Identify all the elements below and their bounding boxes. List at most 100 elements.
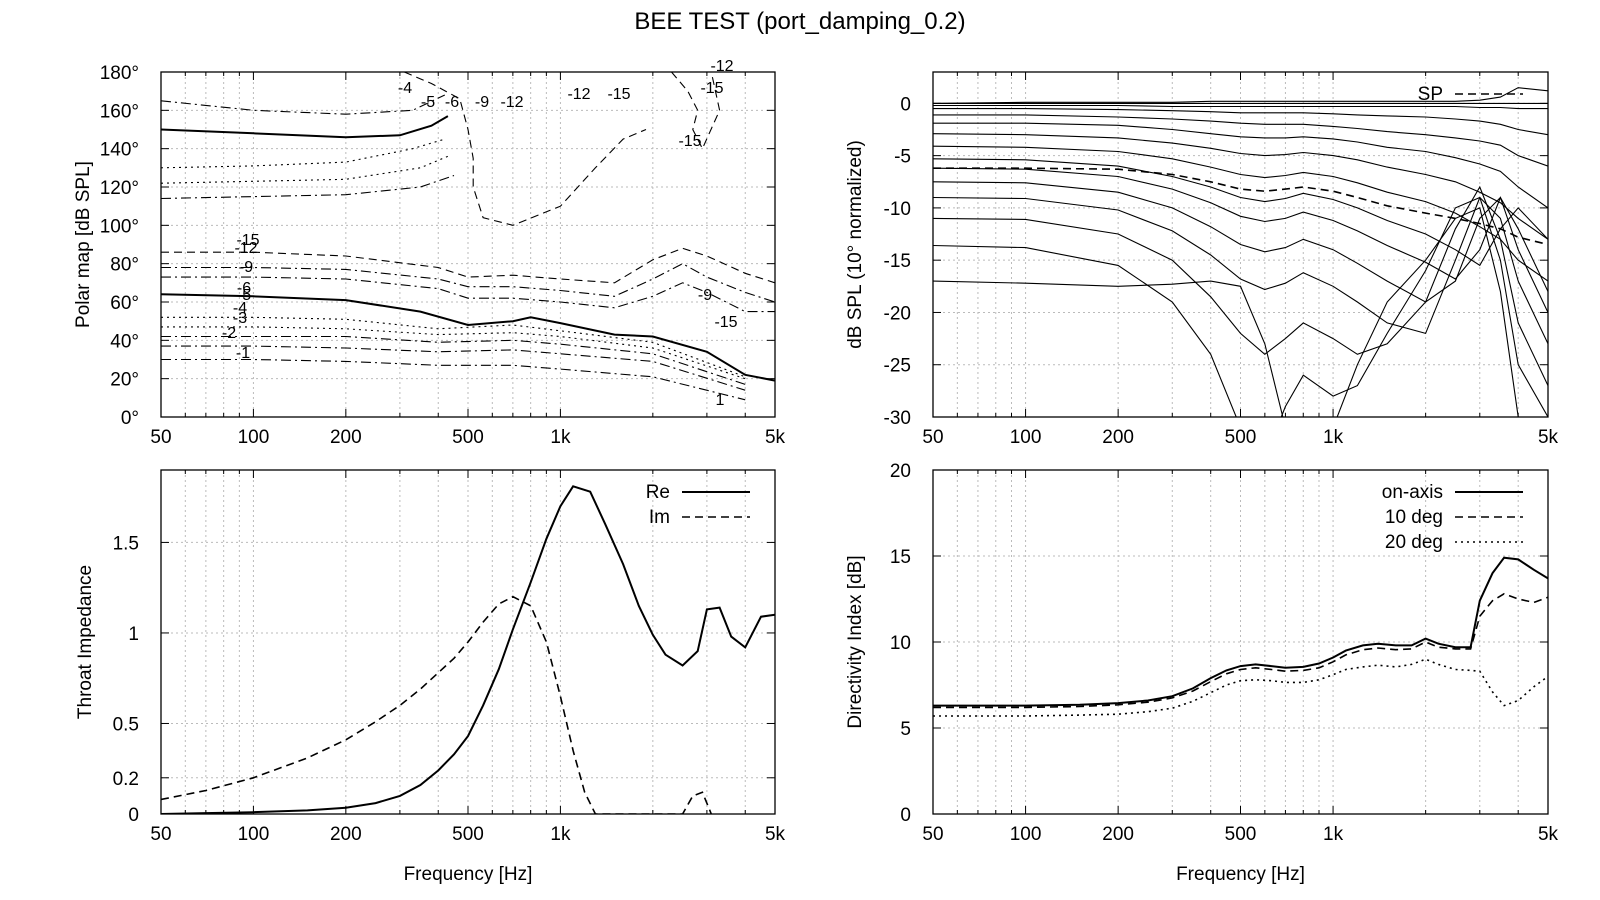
- contour-label: -4: [398, 80, 412, 97]
- series-line-30-deg: [933, 108, 1548, 136]
- y-tick-label: 20°: [110, 370, 139, 391]
- y-tick-label: 160°: [100, 101, 139, 122]
- contour-label: -4: [233, 300, 247, 317]
- x-tick-label: 100: [1010, 824, 1042, 845]
- series-line-20-deg: [933, 658, 1548, 717]
- figure-title: BEE TEST (port_damping_0.2): [634, 8, 966, 35]
- spl-y-axis-label: dB SPL (10° normalized): [845, 140, 866, 349]
- x-tick-label: 50: [150, 824, 171, 845]
- y-tick-label: 0: [128, 805, 139, 826]
- x-tick-label: 200: [1102, 427, 1134, 448]
- y-tick-label: 60°: [110, 293, 139, 314]
- panel-impedance: 50 100 200 500 1k 5k 0 0.2 0.5 1 1.5 Throat Impedan…: [75, 469, 786, 885]
- series-line-0-deg: [933, 87, 1548, 104]
- series-line-80-deg: [933, 158, 1548, 267]
- contour-label: -15: [607, 86, 630, 103]
- y-tick-label: 0: [900, 805, 911, 826]
- contour-label: -15: [714, 314, 737, 331]
- series-line-on-axis: [933, 556, 1548, 707]
- polar-y-axis-label: Polar map [dB SPL]: [73, 161, 94, 328]
- x-tick-label: 100: [1010, 427, 1042, 448]
- contour-line: [161, 138, 445, 169]
- y-tick-label: 0.5: [113, 714, 139, 735]
- x-tick-label: 100: [238, 824, 270, 845]
- series-line-10-deg: [933, 592, 1548, 709]
- y-tick-label: 0°: [121, 408, 139, 429]
- contour-line: [161, 155, 449, 184]
- contour-label: -12: [567, 86, 590, 103]
- x-tick-label: 1k: [1323, 824, 1344, 845]
- contour-line: [161, 276, 775, 313]
- impedance-x-axis-label: Frequency [Hz]: [404, 864, 533, 885]
- contour-label: -9: [475, 94, 489, 111]
- spl-plot-area: [933, 87, 1548, 417]
- x-tick-label: 1k: [550, 824, 571, 845]
- polar-plot-area: [161, 72, 775, 401]
- y-tick-label: -10: [884, 199, 911, 220]
- x-tick-label: 500: [1225, 824, 1257, 845]
- series-line-70-deg: [933, 145, 1548, 282]
- legend-label: SP: [1418, 84, 1443, 105]
- y-tick-label: 80°: [110, 255, 139, 276]
- x-tick-label: 50: [922, 824, 943, 845]
- contour-line: [671, 72, 721, 150]
- contour-label: -12: [710, 58, 733, 75]
- y-tick-label: 0.2: [113, 769, 139, 790]
- x-tick-label: 5k: [1538, 427, 1559, 448]
- y-tick-label: 5: [900, 719, 911, 740]
- contour-label: -6: [237, 280, 251, 297]
- x-tick-label: 500: [452, 824, 484, 845]
- legend-label: Re: [646, 482, 670, 503]
- contour-label: -15: [700, 80, 723, 97]
- impedance-plot-area: [161, 485, 775, 814]
- y-tick-label: -20: [884, 303, 911, 324]
- panel-directivity: 50 100 200 500 1k 5k 0 5 10 15 20 Directivity Index…: [845, 461, 1559, 885]
- contour-line: [161, 94, 446, 115]
- contour-label: -15: [678, 133, 701, 150]
- x-tick-label: 5k: [765, 427, 786, 448]
- x-tick-label: 5k: [765, 824, 786, 845]
- contour-label: -5: [421, 94, 435, 111]
- x-tick-label: 50: [150, 427, 171, 448]
- series-line-50-deg: [933, 122, 1548, 209]
- impedance-y-axis-label: Throat Impedance: [75, 565, 96, 719]
- contour-label: -3: [233, 310, 247, 327]
- y-tick-label: -25: [884, 356, 911, 377]
- contour-line: [161, 247, 775, 284]
- legend-label: 20 deg: [1385, 532, 1443, 553]
- series-line-120-deg: [933, 185, 1548, 386]
- series-line-90-deg: [933, 167, 1548, 292]
- y-tick-label: -30: [884, 408, 911, 429]
- y-tick-label: 15: [890, 547, 911, 568]
- y-tick-label: 1: [128, 624, 139, 645]
- x-tick-label: 1k: [1323, 427, 1344, 448]
- panel-polar: 50 100 200 500 1k 5k 0° 20° 40° 60° 80° 100° 120° 140…: [73, 58, 786, 448]
- series-line-20-deg: [933, 104, 1548, 110]
- x-tick-label: 200: [330, 824, 362, 845]
- y-tick-label: 0: [900, 94, 911, 115]
- contour-label: -12: [500, 94, 523, 111]
- contour-line: [161, 335, 746, 385]
- y-tick-label: -5: [894, 147, 911, 168]
- contour-line: [161, 174, 455, 200]
- y-tick-label: 120°: [100, 178, 139, 199]
- x-tick-label: 500: [452, 427, 484, 448]
- contour-label: 1: [716, 392, 725, 409]
- contour-line: [161, 263, 775, 303]
- spl-legend: SP: [1418, 84, 1523, 105]
- contour-line: [404, 72, 647, 226]
- impedance-legend: Re Im: [646, 482, 750, 528]
- contour-label: -9: [698, 287, 712, 304]
- polar-grid: [161, 72, 775, 417]
- x-tick-label: 200: [330, 427, 362, 448]
- panel-spl: 50 100 200 500 1k 5k 0 -5 -10 -15 -20 -25 -30 dB SPL …: [845, 71, 1559, 448]
- legend-label: Im: [649, 507, 670, 528]
- series-line-60-deg: [933, 133, 1548, 240]
- contour-label: -6: [445, 94, 459, 111]
- contour-label: -5: [237, 287, 251, 304]
- directivity-legend: on-axis 10 deg 20 deg: [1382, 482, 1523, 553]
- series-line-40-deg: [933, 114, 1548, 167]
- contour-label: -2: [222, 325, 236, 342]
- y-tick-label: 40°: [110, 331, 139, 352]
